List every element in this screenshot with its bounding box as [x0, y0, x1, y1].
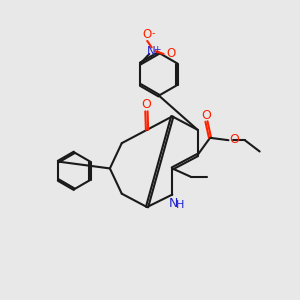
Text: O: O	[202, 109, 212, 122]
Text: N: N	[147, 44, 156, 58]
Text: -: -	[152, 28, 155, 38]
Text: N: N	[169, 197, 178, 210]
Text: O: O	[142, 98, 152, 111]
Text: O: O	[167, 47, 176, 61]
Text: O: O	[229, 133, 239, 146]
Text: H: H	[176, 200, 184, 210]
Text: O: O	[142, 28, 152, 41]
Text: +: +	[153, 45, 160, 54]
